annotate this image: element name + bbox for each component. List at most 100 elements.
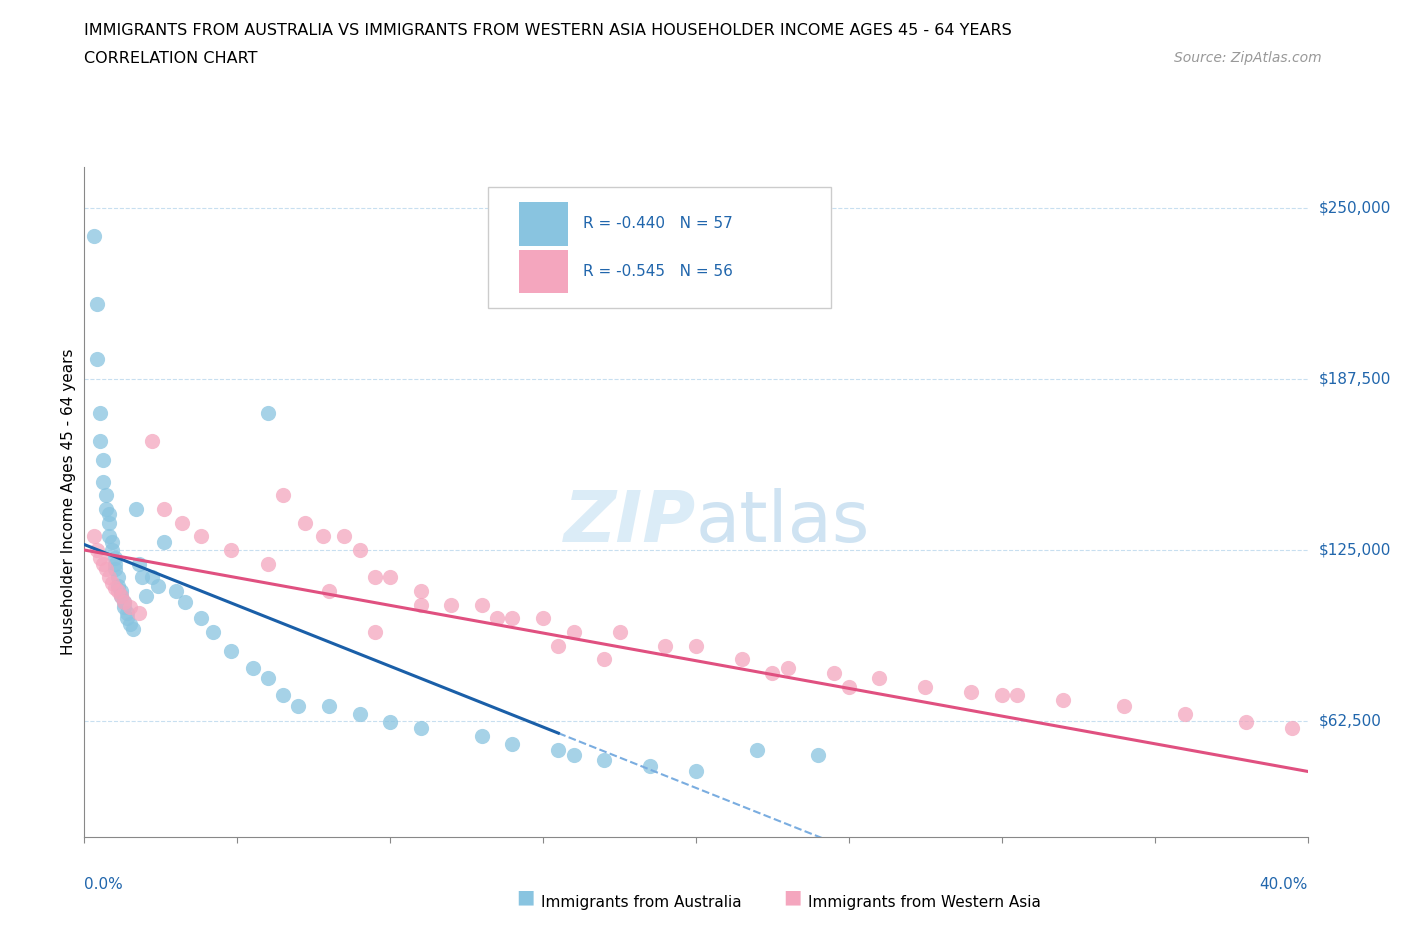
Point	[94, 488, 117, 503]
Point	[761, 666, 783, 681]
Point	[562, 625, 585, 640]
Point	[115, 611, 138, 626]
Point	[1174, 707, 1197, 722]
Text: $187,500: $187,500	[1319, 372, 1391, 387]
Point	[257, 405, 280, 420]
Point	[271, 488, 294, 503]
Point	[107, 578, 129, 593]
Point	[141, 570, 163, 585]
Point	[89, 551, 111, 565]
Point	[471, 728, 494, 743]
Point	[131, 570, 153, 585]
Point	[86, 542, 108, 557]
Point	[219, 542, 242, 557]
Point	[112, 594, 135, 609]
Point	[91, 452, 114, 467]
Point	[219, 644, 242, 658]
Point	[318, 584, 340, 599]
Text: $250,000: $250,000	[1319, 201, 1391, 216]
Point	[120, 617, 142, 631]
Point	[287, 698, 309, 713]
Point	[107, 584, 129, 599]
Point	[312, 529, 335, 544]
Point	[165, 584, 187, 599]
Text: ZIP: ZIP	[564, 488, 696, 557]
Point	[104, 551, 127, 565]
Point	[609, 625, 631, 640]
Text: Source: ZipAtlas.com: Source: ZipAtlas.com	[1174, 51, 1322, 65]
Text: $125,000: $125,000	[1319, 542, 1391, 557]
Point	[294, 515, 316, 530]
Point	[104, 562, 127, 577]
Point	[1281, 720, 1303, 735]
Point	[86, 297, 108, 312]
Point	[991, 687, 1014, 702]
Point	[960, 684, 983, 699]
Point	[318, 698, 340, 713]
Point	[110, 589, 132, 604]
Text: 40.0%: 40.0%	[1260, 877, 1308, 892]
Point	[115, 605, 138, 620]
Point	[257, 556, 280, 571]
Point	[94, 562, 117, 577]
Point	[97, 529, 120, 544]
Point	[838, 679, 860, 694]
Point	[349, 707, 371, 722]
Y-axis label: Householder Income Ages 45 - 64 years: Householder Income Ages 45 - 64 years	[60, 349, 76, 656]
Point	[104, 556, 127, 571]
Point	[731, 652, 754, 667]
Point	[471, 597, 494, 612]
Point	[409, 720, 432, 735]
Point	[1234, 715, 1257, 730]
Point	[593, 652, 616, 667]
Point	[172, 515, 194, 530]
Point	[89, 405, 111, 420]
Text: Immigrants from Western Asia: Immigrants from Western Asia	[808, 895, 1042, 910]
Point	[747, 742, 769, 757]
Point	[120, 600, 142, 615]
Point	[502, 611, 524, 626]
Point	[110, 589, 132, 604]
Point	[101, 542, 124, 557]
Point	[685, 764, 707, 778]
Text: IMMIGRANTS FROM AUSTRALIA VS IMMIGRANTS FROM WESTERN ASIA HOUSEHOLDER INCOME AGE: IMMIGRANTS FROM AUSTRALIA VS IMMIGRANTS …	[84, 23, 1012, 38]
Point	[257, 671, 280, 686]
Text: 0.0%: 0.0%	[84, 877, 124, 892]
Point	[654, 638, 676, 653]
Point	[97, 515, 120, 530]
Point	[97, 507, 120, 522]
Text: R = -0.545   N = 56: R = -0.545 N = 56	[583, 264, 734, 279]
Point	[112, 594, 135, 609]
Point	[91, 474, 114, 489]
Point	[112, 600, 135, 615]
Point	[1114, 698, 1136, 713]
Text: Immigrants from Australia: Immigrants from Australia	[541, 895, 742, 910]
Text: ■: ■	[783, 887, 801, 906]
Point	[638, 759, 661, 774]
Text: CORRELATION CHART: CORRELATION CHART	[84, 51, 257, 66]
Point	[128, 556, 150, 571]
Point	[440, 597, 463, 612]
Text: atlas: atlas	[696, 488, 870, 557]
Text: ■: ■	[516, 887, 534, 906]
Point	[190, 611, 212, 626]
Point	[531, 611, 554, 626]
Point	[190, 529, 212, 544]
Point	[914, 679, 936, 694]
Point	[146, 578, 169, 593]
Point	[685, 638, 707, 653]
Point	[107, 570, 129, 585]
Point	[91, 556, 114, 571]
Point	[101, 535, 124, 550]
Point	[349, 542, 371, 557]
Point	[83, 529, 105, 544]
Point	[593, 753, 616, 768]
Point	[110, 584, 132, 599]
Point	[271, 687, 294, 702]
Point	[153, 501, 176, 516]
Point	[83, 228, 105, 243]
FancyBboxPatch shape	[519, 250, 568, 293]
Point	[125, 501, 148, 516]
Point	[201, 625, 224, 640]
Point	[153, 535, 176, 550]
